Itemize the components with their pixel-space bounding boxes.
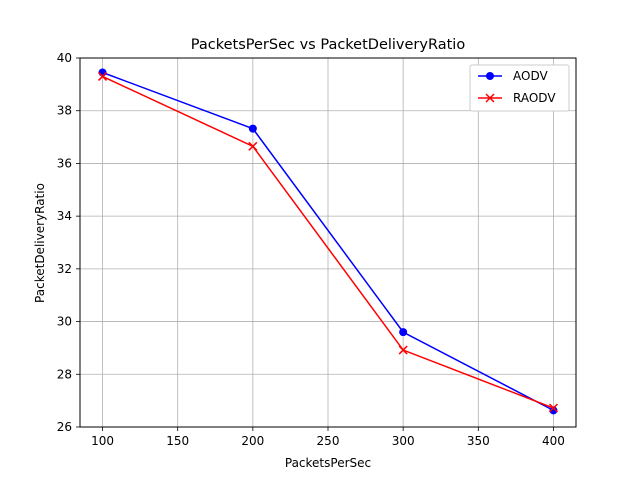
legend-label-aodv: AODV xyxy=(513,69,548,83)
legend: AODV RAODV xyxy=(469,64,570,112)
data-point-raodv xyxy=(398,345,408,355)
data-point-aodv xyxy=(98,68,107,77)
y-tick-label: 32 xyxy=(57,262,72,276)
x-tick-label: 400 xyxy=(542,434,565,448)
y-tick-label: 30 xyxy=(57,315,72,329)
y-tick-label: 26 xyxy=(57,420,72,434)
series-line-aodv xyxy=(102,71,554,412)
legend-marker-raodv xyxy=(485,93,495,103)
series-line-raodv xyxy=(102,75,554,409)
x-tick-label: 300 xyxy=(392,434,415,448)
y-tick-label: 40 xyxy=(57,51,72,65)
x-tick-label: 350 xyxy=(467,434,490,448)
plot-frame xyxy=(79,57,577,428)
x-tick-label: 150 xyxy=(166,434,189,448)
y-axis-title: PacketDeliveryRatio xyxy=(33,183,47,303)
chart-title: PacketsPerSec vs PacketDeliveryRatio xyxy=(191,37,466,53)
y-tick-label: 34 xyxy=(57,209,72,223)
y-tick-label: 38 xyxy=(57,104,72,118)
data-point-raodv xyxy=(248,141,258,151)
legend-marker-aodv xyxy=(486,72,494,80)
x-tick-label: 200 xyxy=(241,434,264,448)
data-point-aodv xyxy=(399,328,408,337)
data-point-aodv xyxy=(549,406,558,415)
data-point-aodv xyxy=(248,124,257,133)
x-tick-label: 250 xyxy=(317,434,340,448)
y-tick-label: 28 xyxy=(57,367,72,381)
series-layer xyxy=(98,68,558,415)
axis-ticks: 100 150 200 250 300 350 400 26 28 30 32 34 36 38 40 xyxy=(57,51,565,448)
data-point-raodv xyxy=(548,403,558,413)
x-tick-label: 100 xyxy=(91,434,114,448)
data-point-raodv xyxy=(98,71,108,81)
x-axis-title: PacketsPerSec xyxy=(285,456,371,470)
legend-label-raodv: RAODV xyxy=(513,91,556,105)
y-tick-label: 36 xyxy=(57,156,72,170)
